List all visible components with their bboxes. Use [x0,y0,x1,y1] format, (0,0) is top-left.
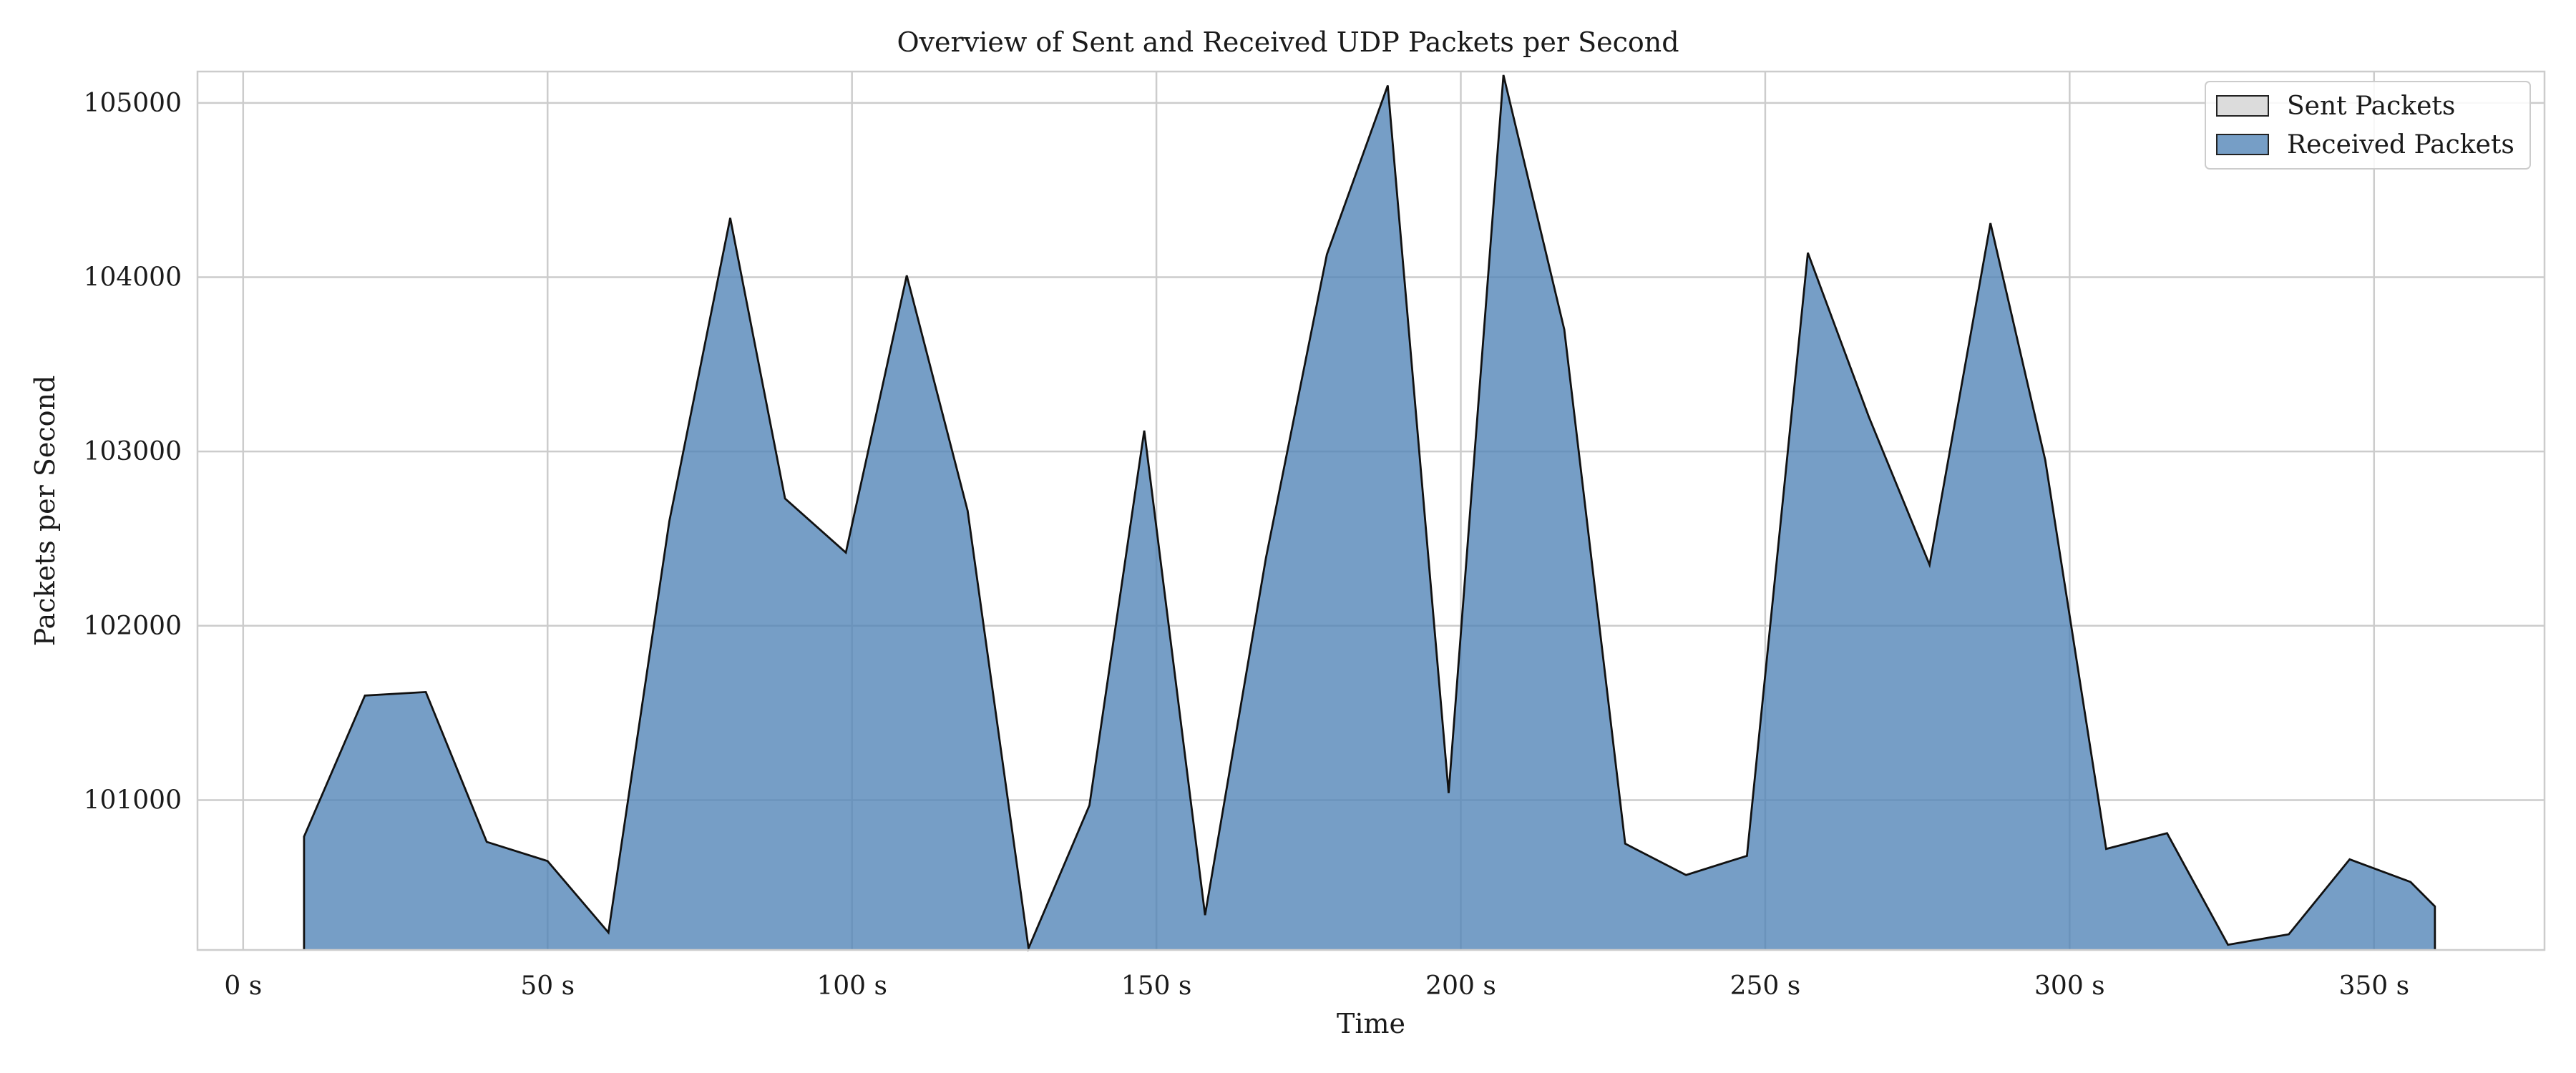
legend-label: Sent Packets [2287,92,2455,121]
received-packets-area [303,74,2435,950]
y-axis-ticks: 101000 102000 103000 104000 105000 [84,89,182,815]
legend-box [2205,81,2531,170]
x-axis-label: Time [1337,1008,1405,1039]
series-layer [303,74,2436,952]
chart-title: Overview of Sent and Received UDP Packet… [897,26,1679,58]
y-tick-label: 103000 [84,437,182,466]
legend: Sent Packets Received Packets [2205,81,2531,170]
x-tick-label: 150 s [1121,971,1192,1001]
y-tick-label: 102000 [84,612,182,641]
x-tick-label: 50 s [520,971,575,1001]
x-tick-label: 250 s [1730,971,1801,1001]
legend-swatch [2216,95,2269,117]
y-tick-label: 105000 [84,89,182,118]
plot-frame [196,70,2546,951]
legend-label: Received Packets [2287,130,2514,160]
x-tick-label: 350 s [2338,971,2409,1001]
x-tick-label: 300 s [2034,971,2105,1001]
legend-swatch [2216,134,2269,155]
received-packets-line [303,74,2436,952]
y-axis-label: Packets per Second [29,376,61,647]
x-tick-label: 200 s [1425,971,1496,1001]
y-tick-label: 104000 [84,263,182,293]
y-tick-label: 101000 [84,785,182,815]
x-tick-label: 0 s [224,971,262,1001]
x-tick-label: 100 s [816,971,887,1001]
x-axis-ticks: 0 s 50 s 100 s 150 s 200 s 250 s 300 s 350 s [224,971,2409,1001]
